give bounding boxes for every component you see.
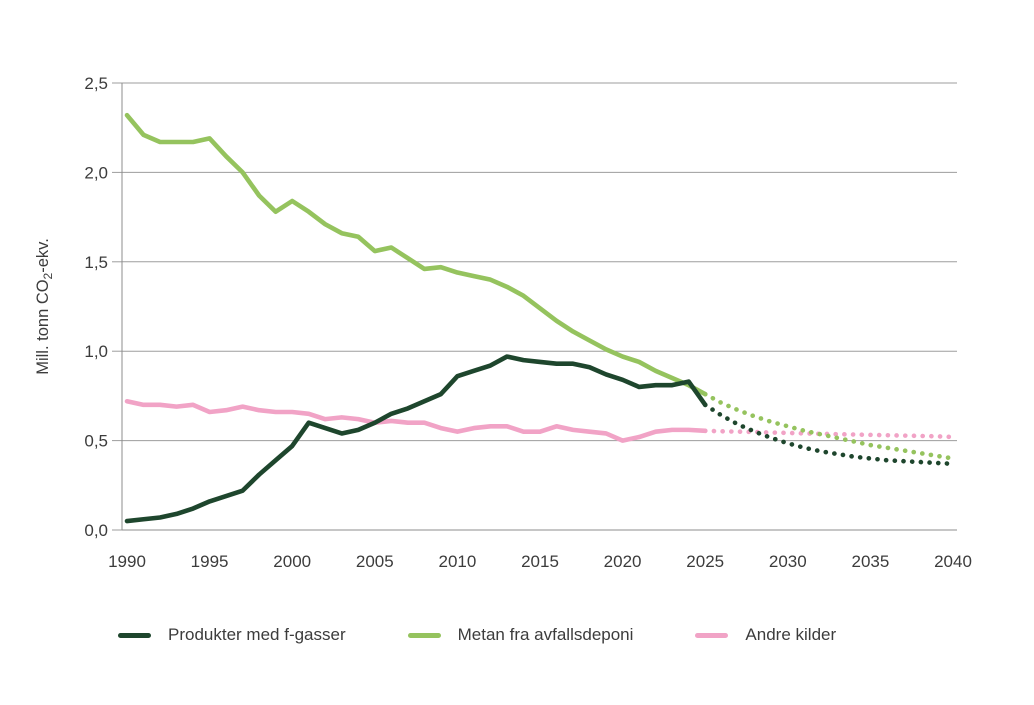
series-line-2 bbox=[124, 398, 708, 443]
legend-label-andre-kilder: Andre kilder bbox=[745, 625, 837, 644]
x-tick-label: 2010 bbox=[438, 552, 476, 571]
series-line-1 bbox=[124, 112, 708, 397]
x-tick-label: 2015 bbox=[521, 552, 559, 571]
x-tick-label: 2025 bbox=[686, 552, 724, 571]
chart-legend: Produkter med f-gasser Metan fra avfalls… bbox=[118, 625, 836, 645]
legend-item-andre-kilder: Andre kilder bbox=[695, 625, 836, 645]
x-tick-label: 1990 bbox=[108, 552, 146, 571]
x-tick-label: 2020 bbox=[604, 552, 642, 571]
x-tick-label: 2035 bbox=[851, 552, 889, 571]
legend-item-produkter-med-f-gasser: Produkter med f-gasser bbox=[118, 625, 346, 645]
y-tick-label: 0,5 bbox=[84, 432, 108, 451]
legend-label-metan-fra-avfallsdeponi: Metan fra avfallsdeponi bbox=[457, 625, 634, 644]
y-tick-label: 1,0 bbox=[84, 342, 108, 361]
series-line-0 bbox=[124, 354, 708, 524]
legend-swatch-dark-green bbox=[118, 632, 151, 638]
y-tick-label: 1,5 bbox=[84, 253, 108, 272]
legend-label-produkter-med-f-gasser: Produkter med f-gasser bbox=[168, 625, 346, 644]
series-projection-line-1 bbox=[702, 391, 956, 461]
legend-swatch-pink bbox=[695, 632, 729, 638]
y-tick-label: 2,0 bbox=[84, 163, 108, 182]
legend-item-metan-fra-avfallsdeponi: Metan fra avfallsdeponi bbox=[407, 625, 634, 645]
y-tick-label: 2,5 bbox=[84, 74, 108, 93]
y-tick-label: 0,0 bbox=[84, 521, 108, 540]
x-tick-label: 2030 bbox=[769, 552, 807, 571]
x-tick-label: 2000 bbox=[273, 552, 311, 571]
y-axis-title: Mill. tonn CO2-ekv. bbox=[34, 238, 55, 375]
x-tick-label: 2005 bbox=[356, 552, 394, 571]
x-tick-label: 2040 bbox=[934, 552, 972, 571]
x-tick-label: 1995 bbox=[191, 552, 229, 571]
legend-swatch-light-green bbox=[407, 632, 441, 638]
series-projection-line-0 bbox=[702, 402, 956, 467]
